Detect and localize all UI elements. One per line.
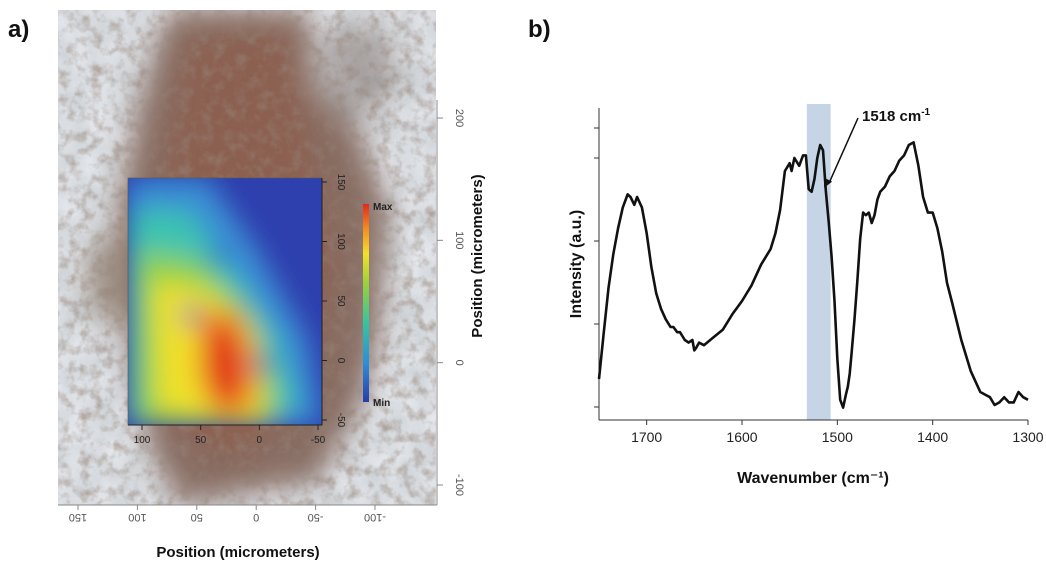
annotation-arrowhead <box>824 177 833 188</box>
x-tick-label: 1600 <box>726 429 757 445</box>
outer-x-tick-label: 150 <box>69 511 87 523</box>
peak-annotation: 1518 cm-1 <box>862 107 931 125</box>
inner-y-tick-label: 150 <box>335 174 346 191</box>
x-tick-label: 1400 <box>917 429 948 445</box>
outer-y-tick-label: 200 <box>453 109 465 127</box>
colorbar <box>363 204 369 402</box>
x-tick-label: 1500 <box>822 429 853 445</box>
annotation-arrow <box>828 117 859 184</box>
spectrum-y-axis-label: Intensity (a.u.) <box>568 210 585 318</box>
outer-x-tick-label: -100 <box>364 511 386 523</box>
outer-y-tick-label: 0 <box>453 360 465 366</box>
x-tick-label: 1300 <box>1012 429 1043 445</box>
inner-x-tick-label: 100 <box>134 435 151 446</box>
colorbar-min-label: Min <box>373 398 390 409</box>
spectrum-line <box>597 141 1029 409</box>
inner-x-tick-label: 0 <box>257 435 263 446</box>
inner-x-tick-label: 50 <box>195 435 207 446</box>
outer-x-tick-label: -50 <box>308 511 324 523</box>
colorbar-max-label: Max <box>373 202 393 213</box>
microscope-photo <box>58 10 436 505</box>
inner-x-tick-label: -50 <box>311 435 326 446</box>
heatmap-y-axis-label: Position (micrometers) <box>469 174 486 337</box>
outer-y-tick-label: -100 <box>453 474 465 496</box>
inner-y-tick-label: -50 <box>335 413 346 428</box>
outer-y-tick-label: 100 <box>453 231 465 249</box>
panel-label-b: b) <box>528 16 551 43</box>
spectrum-x-axis-label: Wavenumber (cm⁻¹) <box>737 470 889 487</box>
inner-y-tick-label: 50 <box>335 295 346 307</box>
outer-x-tick-label: 50 <box>191 511 203 523</box>
heatmap-x-axis-label: Position (micrometers) <box>156 544 319 561</box>
outer-x-tick-label: 100 <box>128 511 146 523</box>
outer-x-tick-label: 0 <box>253 511 259 523</box>
inner-y-tick-label: 100 <box>335 233 346 250</box>
inner-y-tick-label: 0 <box>335 358 346 364</box>
x-tick-label: 1700 <box>631 429 662 445</box>
panel-label-a: a) <box>8 16 30 43</box>
